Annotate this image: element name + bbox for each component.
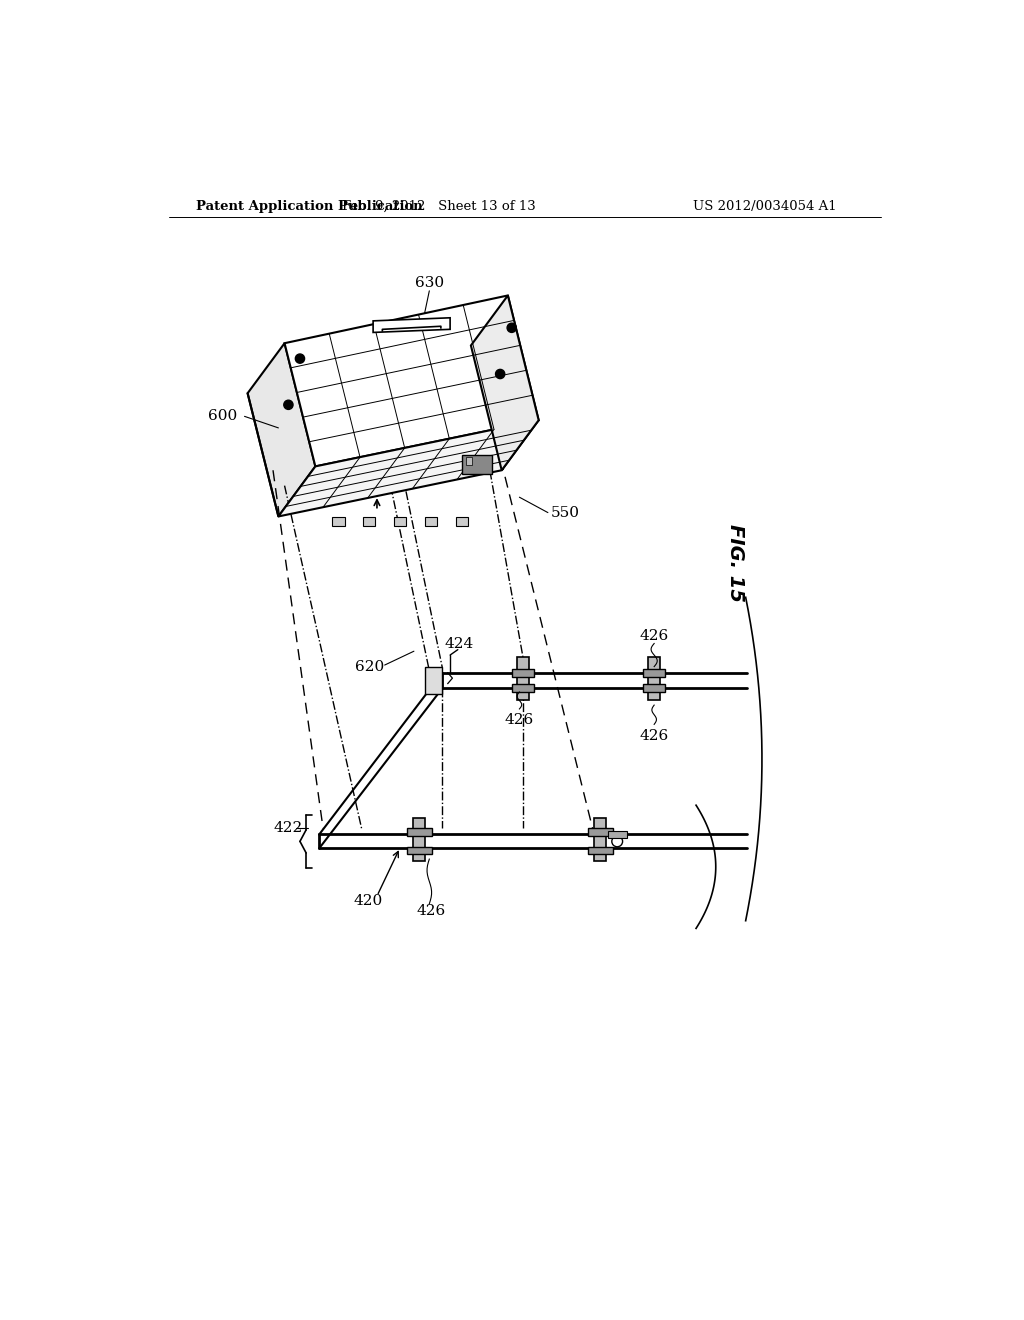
Bar (413, 817, 425, 861)
Circle shape (284, 400, 293, 409)
Bar (425, 517, 437, 527)
Polygon shape (373, 318, 451, 333)
Text: US 2012/0034054 A1: US 2012/0034054 A1 (692, 199, 837, 213)
Circle shape (295, 354, 304, 363)
Text: 630: 630 (415, 276, 443, 290)
Bar (512, 669, 535, 677)
Bar (594, 817, 606, 861)
Bar (456, 517, 468, 527)
Text: 424: 424 (444, 636, 474, 651)
Bar (512, 684, 535, 692)
Text: FIG. 15: FIG. 15 (726, 524, 744, 602)
Text: 426: 426 (640, 729, 669, 743)
Text: 620: 620 (354, 660, 384, 673)
Bar (588, 847, 612, 854)
Text: 426: 426 (505, 714, 535, 727)
Circle shape (496, 370, 505, 379)
Text: 422: 422 (273, 821, 303, 836)
Bar (643, 669, 665, 677)
Polygon shape (279, 420, 539, 516)
Text: 426: 426 (640, 628, 669, 643)
Text: Patent Application Publication: Patent Application Publication (196, 199, 423, 213)
Text: 600: 600 (208, 409, 238, 424)
Bar (648, 657, 660, 700)
Bar (643, 684, 665, 692)
Text: 426: 426 (416, 904, 445, 919)
Text: 550: 550 (551, 506, 581, 520)
Text: Feb. 9, 2012   Sheet 13 of 13: Feb. 9, 2012 Sheet 13 of 13 (342, 199, 536, 213)
Polygon shape (248, 343, 315, 516)
Bar (407, 847, 432, 854)
Polygon shape (285, 296, 539, 466)
Bar (462, 455, 493, 474)
Text: 420: 420 (353, 895, 382, 908)
Bar (588, 829, 612, 836)
Circle shape (611, 836, 623, 847)
Bar (394, 517, 407, 527)
Polygon shape (471, 296, 539, 470)
Bar (333, 517, 345, 527)
Bar (425, 667, 442, 694)
Bar (466, 457, 472, 465)
Bar (407, 829, 432, 836)
Bar (517, 657, 529, 700)
Bar (608, 832, 628, 838)
Circle shape (507, 323, 516, 333)
Bar (364, 517, 376, 527)
